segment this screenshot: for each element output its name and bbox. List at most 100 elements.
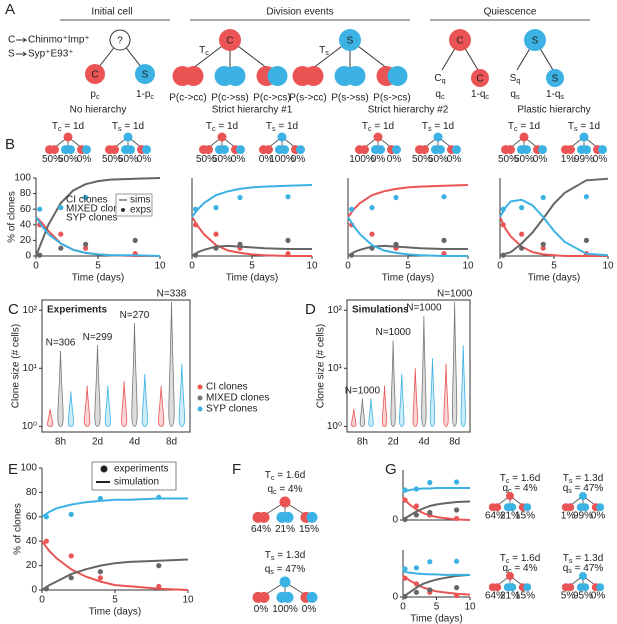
percentage: 0% [291,154,306,165]
violin [121,381,128,427]
cell [303,66,324,86]
label: qc = 4% [502,483,537,495]
x-tick-label: 2d [92,437,103,448]
label: Tc = 1.6d [265,470,306,482]
cell-letter: S [532,36,539,47]
series-line [499,198,609,257]
x-tick-label: 0 [345,261,351,272]
label: Tc = 1d [206,121,238,133]
cell [506,492,514,500]
y-tick-label: 40 [26,536,38,547]
cell [519,132,529,142]
label: Ts = 1d [568,121,600,133]
exp-point [43,514,49,520]
panel-label: D [305,301,316,318]
series-line [41,558,189,591]
label-part: = 47% [572,563,604,574]
cell [219,29,241,51]
violin [67,391,74,427]
percentage: 0% [137,154,152,165]
annotation: N=338 [157,288,187,299]
y-axis-label: Clone size (# cells) [316,324,327,408]
label-part: s [569,556,573,565]
cell-letter: ? [117,36,123,47]
series-line [347,216,468,257]
cell [493,583,502,592]
label-part: = 1d [518,121,541,132]
x-tick-label: 8h [55,437,66,448]
label: Tc = 1d [52,121,84,133]
y-tick-label: 80 [20,188,32,199]
label-part: c [485,92,489,101]
label-part: q [435,89,441,100]
cell [419,145,429,155]
percentage: 50% [42,154,62,165]
label-part: q [502,483,508,494]
panel-label: G [385,461,397,478]
header: Initial cell [91,7,132,18]
panel-label: B [5,136,15,153]
exp-point [427,559,433,565]
x-tick-label: 0 [33,261,39,272]
cell [579,132,589,142]
label: Tc = 1d [508,121,540,133]
label: Ts = 1d [422,121,454,133]
legend-entry: CI clones [206,382,248,393]
cell [217,132,227,142]
percentage: 64% [251,524,271,535]
violin [390,340,396,427]
cell [225,66,246,86]
exp-point [441,237,447,243]
y-tick-label: 20 [20,235,32,246]
exp-point [583,237,590,243]
exp-point [156,563,162,569]
label-part: = 1d [432,121,455,132]
exp-point [500,252,506,258]
plot-frame [346,299,471,433]
x-tick-label: 10 [306,261,318,272]
chart-title: Plastic hierarchy [517,105,590,116]
label: 1-qc [471,89,489,101]
header: Quiescence [484,7,537,18]
cell [183,66,204,86]
violin [429,358,436,427]
cell-letter: C [91,70,98,81]
exp-point [369,231,375,237]
y-tick-label: 100 [14,173,31,184]
label-part: = 47% [274,564,306,575]
exp-point [83,194,89,201]
exp-point [454,592,460,599]
percentage: 0% [77,154,92,165]
percentage: 0% [302,604,317,615]
y-tick-label: 10¹ [23,363,38,374]
label-part: = 1.3d [274,550,305,561]
exp-point [369,245,375,251]
legend-entry: experiments [114,464,168,475]
exp-point [43,538,49,544]
exp-point [454,479,460,485]
cell [81,145,91,155]
exp-point [237,241,243,247]
label-part: q [563,483,569,494]
y-tick-label: 10⁰ [327,421,342,432]
percentage: 1% [561,154,576,165]
cell [263,145,273,155]
y-tick-label: 10¹ [328,363,343,374]
cell-letter: S [552,74,559,85]
label-part: T [52,121,58,132]
label-part: T [500,553,506,564]
percentage: 0% [591,511,606,522]
exp-point [540,194,546,201]
chart-title: Simulations [352,305,409,316]
violin [452,301,458,427]
percentage: 95% [573,591,593,602]
exp-point [540,241,546,247]
x-tick-label: 4d [418,437,429,448]
cell [279,576,291,588]
cell [508,503,517,512]
violin [94,345,101,427]
x-axis-label: Time (days) [410,614,462,624]
cell [581,583,590,592]
percentage: 99% [574,154,594,165]
exp-point [402,575,408,581]
